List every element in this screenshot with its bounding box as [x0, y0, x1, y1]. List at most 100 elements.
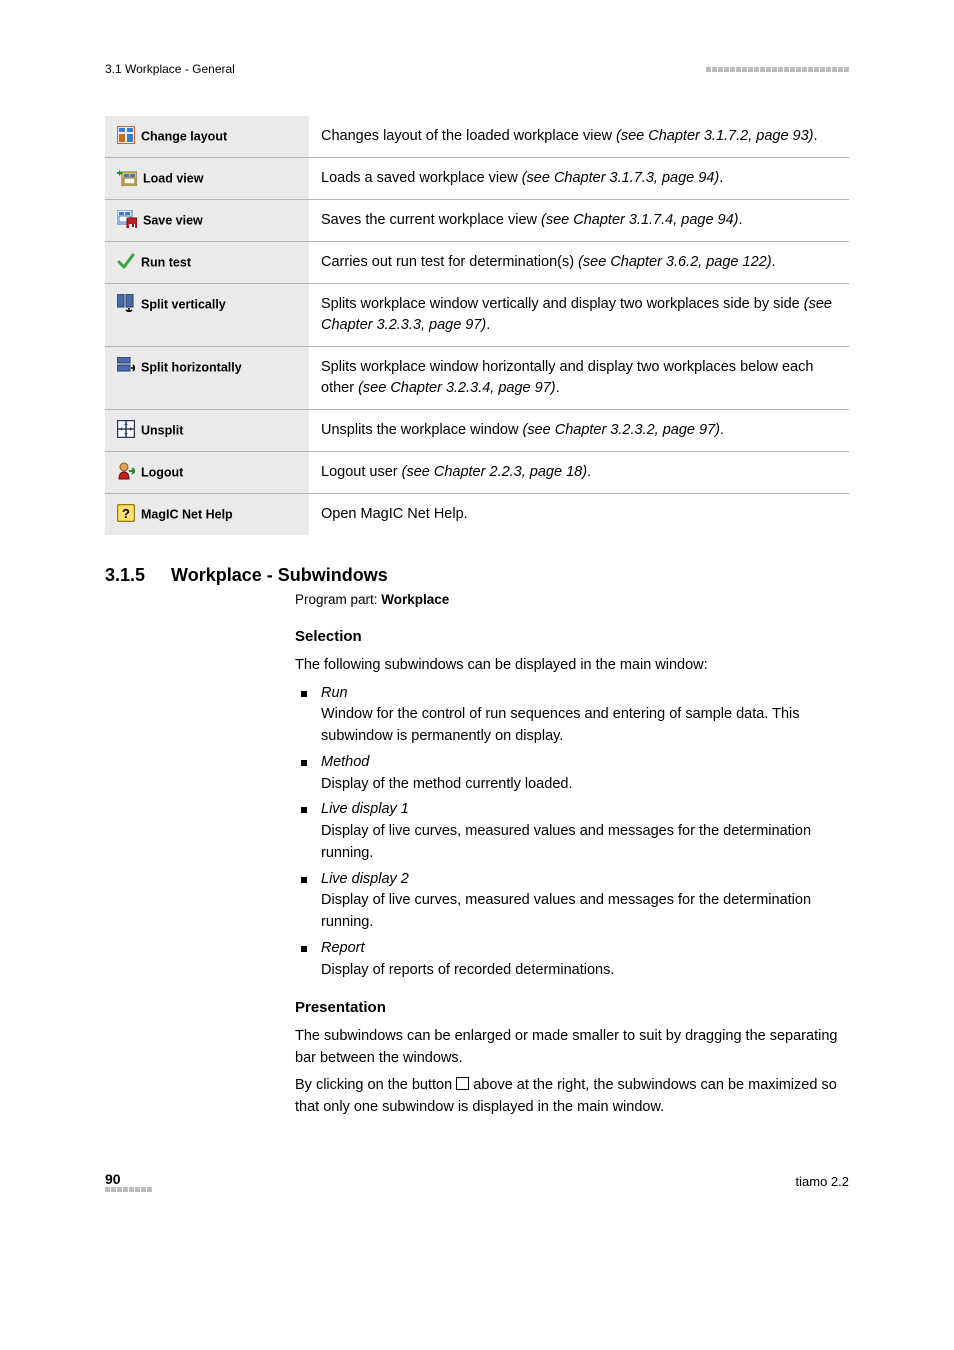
- toolbar-label-cell: Load view: [105, 158, 309, 200]
- table-row: Split vertically Splits workplace window …: [105, 284, 849, 347]
- toolbar-desc-cell: Logout user (see Chapter 2.2.3, page 18)…: [309, 452, 849, 494]
- header-section-label: 3.1 Workplace - General: [105, 62, 235, 76]
- program-part-line: Program part: Workplace: [295, 590, 849, 610]
- toolbar-label-text: Logout: [141, 466, 183, 480]
- toolbar-label-cell: Split horizontally: [105, 347, 309, 410]
- presentation-heading: Presentation: [295, 997, 849, 1020]
- table-row: Load view Loads a saved workplace view (s…: [105, 158, 849, 200]
- desc-reference: (see Chapter 3.2.3.4, page 97): [358, 380, 556, 396]
- program-part-label: Program part:: [295, 592, 381, 607]
- toolbar-desc-cell: Carries out run test for determination(s…: [309, 242, 849, 284]
- bullet-title: Live display 2: [321, 871, 409, 887]
- selection-heading: Selection: [295, 626, 849, 649]
- bullet-body: Display of live curves, measured values …: [321, 892, 811, 930]
- toolbar-label-text: Save view: [143, 214, 203, 228]
- desc-reference: (see Chapter 3.1.7.2, page 93): [616, 128, 814, 144]
- bullet-title: Run: [321, 685, 348, 701]
- svg-text:?: ?: [122, 506, 130, 521]
- list-item: Method Display of the method currently lo…: [295, 752, 849, 796]
- section-heading: 3.1.5 Workplace - Subwindows: [105, 565, 849, 586]
- header-dots: [706, 67, 849, 72]
- table-row: Run test Carries out run test for determi…: [105, 242, 849, 284]
- table-row: Unsplit Unsplits the workplace window (se…: [105, 410, 849, 452]
- bullet-title: Report: [321, 940, 365, 956]
- desc-reference: (see Chapter 3.1.7.3, page 94): [522, 170, 720, 186]
- unsplit-icon: [117, 420, 135, 441]
- help-icon: ?: [117, 504, 135, 525]
- toolbar-label-text: MagIC Net Help: [141, 508, 233, 522]
- toolbar-label-text: Split horizontally: [141, 361, 242, 375]
- table-row: ? MagIC Net Help Open MagIC Net Help.: [105, 494, 849, 536]
- toolbar-desc-cell: Unsplits the workplace window (see Chapt…: [309, 410, 849, 452]
- toolbar-label-cell: Change layout: [105, 116, 309, 158]
- toolbar-desc-cell: Splits workplace window vertically and d…: [309, 284, 849, 347]
- desc-text-post: .: [720, 422, 724, 438]
- toolbar-desc-cell: Loads a saved workplace view (see Chapte…: [309, 158, 849, 200]
- section-title: Workplace - Subwindows: [171, 565, 388, 586]
- desc-text: Saves the current workplace view: [321, 212, 541, 228]
- desc-text: Loads a saved workplace view: [321, 170, 522, 186]
- toolbar-desc-cell: Splits workplace window horizontally and…: [309, 347, 849, 410]
- presentation-p2-pre: By clicking on the button: [295, 1077, 456, 1093]
- desc-reference: (see Chapter 2.2.3, page 18): [402, 464, 587, 480]
- split-vertically-icon: [117, 294, 135, 315]
- bullet-body: Window for the control of run sequences …: [321, 706, 800, 744]
- list-item: ReportDisplay of reports of recorded det…: [295, 938, 849, 982]
- table-row: Split horizontally Splits workplace windo…: [105, 347, 849, 410]
- toolbar-label-cell: Split vertically: [105, 284, 309, 347]
- toolbar-label-cell: Save view: [105, 200, 309, 242]
- desc-text: Logout user: [321, 464, 402, 480]
- document-page: 3.1 Workplace - General Change layoutCha…: [0, 0, 954, 1232]
- page-header: 3.1 Workplace - General: [105, 62, 849, 76]
- table-row: Logout Logout user (see Chapter 2.2.3, pa…: [105, 452, 849, 494]
- desc-text-post: .: [486, 317, 490, 333]
- maximize-icon: [456, 1077, 469, 1090]
- toolbar-label-cell: Unsplit: [105, 410, 309, 452]
- desc-reference: (see Chapter 3.2.3.2, page 97): [522, 422, 720, 438]
- footer-left: 90: [105, 1171, 152, 1192]
- program-part-value: Workplace: [381, 592, 449, 607]
- desc-text: Changes layout of the loaded workplace v…: [321, 128, 616, 144]
- desc-text-post: .: [556, 380, 560, 396]
- desc-text: Splits workplace window vertically and d…: [321, 296, 804, 312]
- toolbar-desc-cell: Open MagIC Net Help.: [309, 494, 849, 536]
- bullet-body: Display of the method currently loaded.: [321, 776, 572, 792]
- toolbar-desc-cell: Changes layout of the loaded workplace v…: [309, 116, 849, 158]
- selection-intro: The following subwindows can be displaye…: [295, 655, 849, 677]
- change-layout-icon: [117, 126, 135, 147]
- bullet-body: Display of live curves, measured values …: [321, 823, 811, 861]
- bullet-title: Live display 1: [321, 801, 409, 817]
- bullet-title: Method: [321, 754, 369, 770]
- toolbar-label-text: Unsplit: [141, 424, 183, 438]
- desc-reference: (see Chapter 3.6.2, page 122): [578, 254, 771, 270]
- table-row: Change layout Changes layout of the loade…: [105, 116, 849, 158]
- footer-dots: [105, 1187, 152, 1192]
- list-item: Live display 2 Display of live curves, me…: [295, 869, 849, 934]
- section-number: 3.1.5: [105, 565, 145, 586]
- toolbar-label-text: Run test: [141, 256, 191, 270]
- desc-text: Carries out run test for determination(s…: [321, 254, 578, 270]
- desc-text-post: .: [587, 464, 591, 480]
- toolbar-desc-cell: Saves the current workplace view (see Ch…: [309, 200, 849, 242]
- list-item: Live display 1 Display of live curves, me…: [295, 799, 849, 864]
- desc-text-post: .: [814, 128, 818, 144]
- toolbar-label-text: Split vertically: [141, 298, 226, 312]
- page-footer: 90 tiamo 2.2: [105, 1171, 849, 1192]
- desc-text-post: .: [739, 212, 743, 228]
- subwindow-bullet-list: Run Window for the control of run sequenc…: [295, 683, 849, 982]
- toolbar-label-text: Load view: [143, 172, 203, 186]
- toolbar-label-cell: Run test: [105, 242, 309, 284]
- footer-right: tiamo 2.2: [796, 1174, 849, 1189]
- list-item: Run Window for the control of run sequenc…: [295, 683, 849, 748]
- toolbar-label-text: Change layout: [141, 130, 227, 144]
- page-number: 90: [105, 1171, 121, 1187]
- desc-reference: (see Chapter 3.1.7.4, page 94): [541, 212, 739, 228]
- logout-icon: [117, 462, 135, 483]
- load-view-icon: [117, 168, 137, 189]
- desc-text: Open MagIC Net Help.: [321, 506, 468, 522]
- table-row: Save view Saves the current workplace vie…: [105, 200, 849, 242]
- toolbar-label-cell: ? MagIC Net Help: [105, 494, 309, 536]
- presentation-p1: The subwindows can be enlarged or made s…: [295, 1026, 849, 1070]
- desc-text-post: .: [719, 170, 723, 186]
- split-horizontally-icon: [117, 357, 135, 378]
